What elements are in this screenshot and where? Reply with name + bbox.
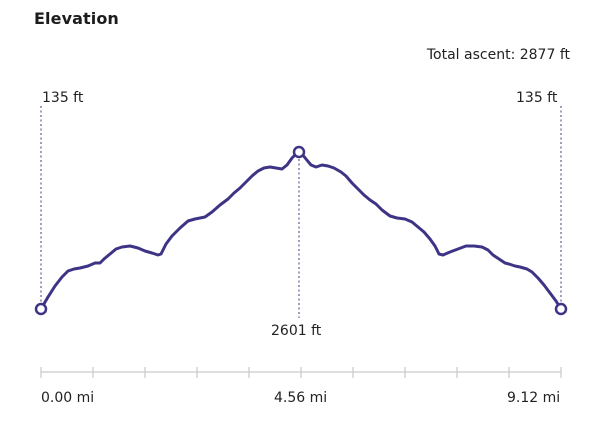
chart-title: Elevation: [34, 9, 119, 28]
start-marker[interactable]: [34, 302, 48, 316]
end-elevation-label: 135 ft: [516, 90, 558, 106]
elevation-line: [39, 152, 563, 311]
x-axis-end-label: 9.12 mi: [507, 390, 561, 406]
end-marker[interactable]: [554, 302, 568, 316]
x-axis-start-label: 0.00 mi: [41, 390, 95, 406]
start-elevation-label: 135 ft: [42, 90, 84, 106]
total-ascent: Total ascent: 2877 ft: [426, 47, 570, 63]
x-axis: [40, 367, 562, 378]
x-axis-mid-label: 4.56 mi: [274, 390, 328, 406]
peak-elevation-label: 2601 ft: [271, 323, 322, 339]
peak-marker[interactable]: [292, 145, 306, 159]
